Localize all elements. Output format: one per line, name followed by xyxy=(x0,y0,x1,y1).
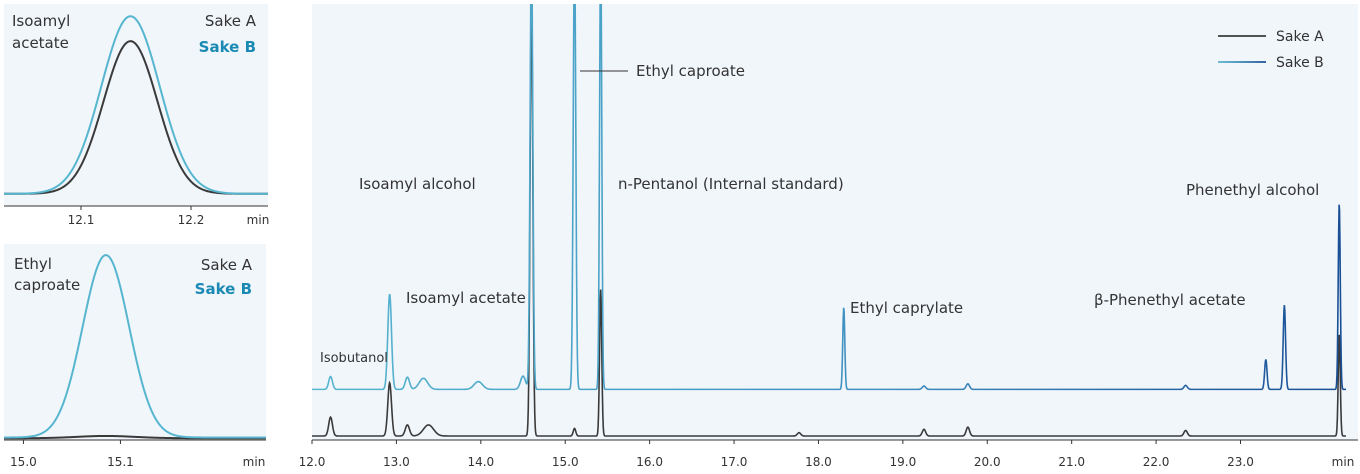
inset1-title-line2: acetate xyxy=(12,34,69,52)
main-tick-label: 17.0 xyxy=(721,455,748,469)
inset-isoamyl-acetate: Isoamyl acetate Sake A Sake B 12.1 12.2 m… xyxy=(3,4,270,227)
annotation-ethyl-caprylate: Ethyl caprylate xyxy=(850,299,963,317)
annotation-n-pentanol: n-Pentanol (Internal standard) xyxy=(618,175,844,193)
inset2-series-sake-b xyxy=(4,254,266,439)
inset1-x-unit: min xyxy=(247,213,270,227)
annotation-phenethyl-acetate: β-Phenethyl acetate xyxy=(1094,291,1246,309)
main-legend: Sake A Sake B xyxy=(1218,29,1324,71)
main-tick-label: 15.0 xyxy=(552,455,579,469)
legend-label-sake-a: Sake A xyxy=(1276,29,1324,45)
annotation-phenethyl-alcohol: Phenethyl alcohol xyxy=(1186,181,1319,199)
main-plot-area xyxy=(312,4,1358,440)
inset1-series-sake-b xyxy=(3,15,268,195)
main-x-unit: min xyxy=(1332,455,1355,469)
main-tick-label: 21.0 xyxy=(1058,455,1085,469)
inset-ethyl-caproate: Ethyl caproate Sake A Sake B 15.0 15.1 mi… xyxy=(3,244,266,469)
main-tick-label: 23.0 xyxy=(1227,455,1254,469)
main-tick-label: 14.0 xyxy=(467,455,494,469)
legend-label-sake-b: Sake B xyxy=(1276,55,1324,71)
inset2-tick-label: 15.0 xyxy=(10,455,37,469)
main-tick-label: 20.0 xyxy=(974,455,1001,469)
annotation-isoamyl-alcohol: Isoamyl alcohol xyxy=(359,175,476,193)
annotation-isobutanol: Isobutanol xyxy=(320,351,388,366)
main-series-sake-a xyxy=(312,4,1346,437)
main-chromatogram: 12.0 13.0 14.0 15.0 16.0 17.0 18.0 19.0 20.0 21.0… xyxy=(299,4,1358,469)
inset2-title-line2: caproate xyxy=(14,276,80,294)
inset2-plot-area xyxy=(4,244,266,440)
inset2-title-line1: Ethyl xyxy=(14,255,52,273)
inset1-legend-sake-a: Sake A xyxy=(205,12,257,30)
inset2-tick-label: 15.1 xyxy=(107,455,134,469)
main-tick-label: 18.0 xyxy=(805,455,832,469)
main-tick-label: 22.0 xyxy=(1143,455,1170,469)
annotation-ethyl-caproate: Ethyl caproate xyxy=(636,62,745,80)
inset2-x-unit: min xyxy=(243,455,266,469)
inset1-tick-label: 12.2 xyxy=(178,213,205,227)
inset1-plot-area xyxy=(4,4,268,206)
main-tick-label: 12.0 xyxy=(299,455,326,469)
main-tick-label: 16.0 xyxy=(636,455,663,469)
annotation-isoamyl-acetate: Isoamyl acetate xyxy=(406,289,526,307)
inset2-legend-sake-b: Sake B xyxy=(195,280,252,298)
main-tick-label: 19.0 xyxy=(889,455,916,469)
inset1-title-line1: Isoamyl xyxy=(12,12,70,30)
main-series-sake-b xyxy=(312,4,1346,391)
inset1-tick-label: 12.1 xyxy=(68,213,95,227)
inset2-legend-sake-a: Sake A xyxy=(201,256,253,274)
inset1-legend-sake-b: Sake B xyxy=(199,38,256,56)
main-tick-label: 13.0 xyxy=(383,455,410,469)
